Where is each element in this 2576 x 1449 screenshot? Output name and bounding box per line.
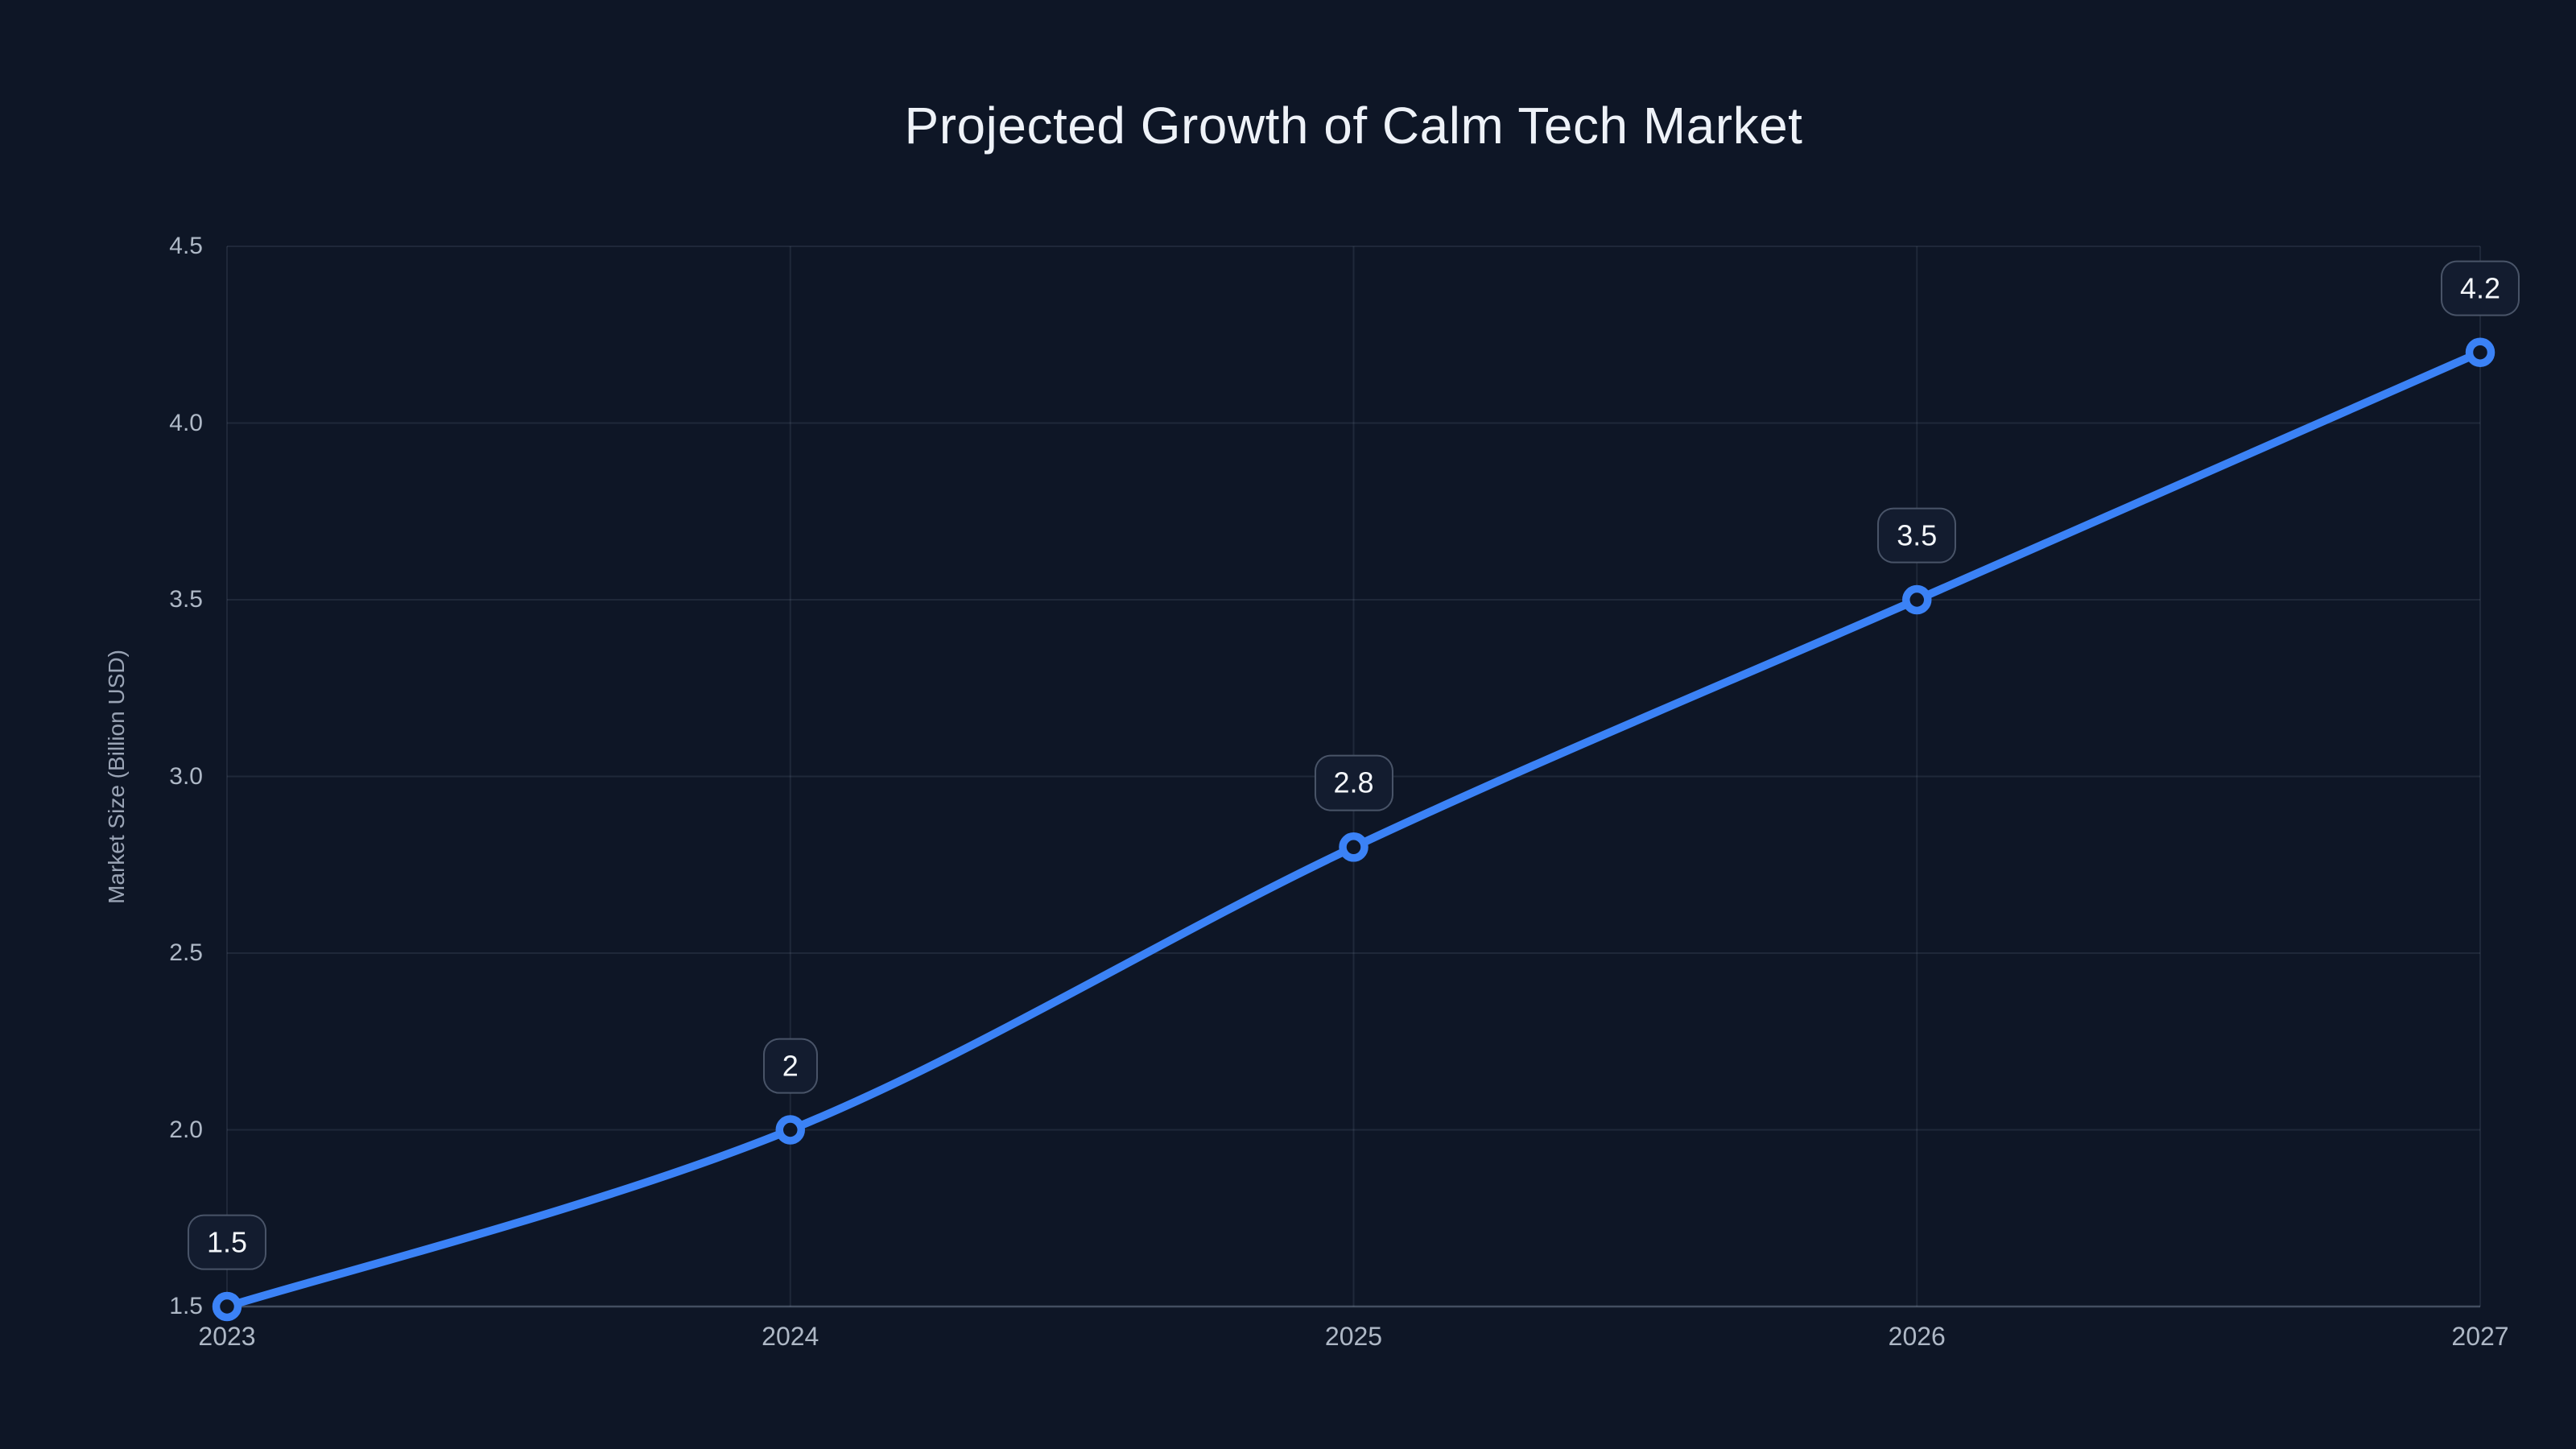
y-tick-label: 4.5 [169, 233, 203, 259]
data-point-marker [775, 1115, 805, 1145]
x-tick-label: 2025 [1324, 1322, 1383, 1351]
chart-title: Projected Growth of Calm Tech Market [904, 97, 1803, 155]
x-tick-label: 2024 [762, 1322, 819, 1351]
y-tick-label: 4.0 [169, 409, 203, 436]
data-point-label: 1.5 [187, 1214, 267, 1270]
data-point-label: 2 [762, 1038, 818, 1094]
x-tick-label: 2027 [2451, 1322, 2509, 1351]
x-tick-label: 2023 [198, 1322, 256, 1351]
y-tick-label: 3.0 [169, 762, 203, 790]
y-tick-label: 3.5 [169, 586, 203, 613]
data-point-marker [2465, 337, 2496, 367]
data-point-marker [1902, 584, 1932, 615]
y-tick-label: 2.5 [169, 939, 203, 966]
y-tick-label: 2.0 [169, 1116, 203, 1143]
data-point-marker [212, 1291, 242, 1322]
data-point-label: 3.5 [1877, 507, 1957, 564]
data-point-label: 2.8 [1314, 754, 1393, 811]
y-tick-label: 1.5 [169, 1293, 203, 1319]
data-point-marker [1339, 832, 1368, 862]
data-point-label: 4.2 [2440, 260, 2520, 316]
x-tick-label: 2026 [1888, 1322, 1946, 1351]
